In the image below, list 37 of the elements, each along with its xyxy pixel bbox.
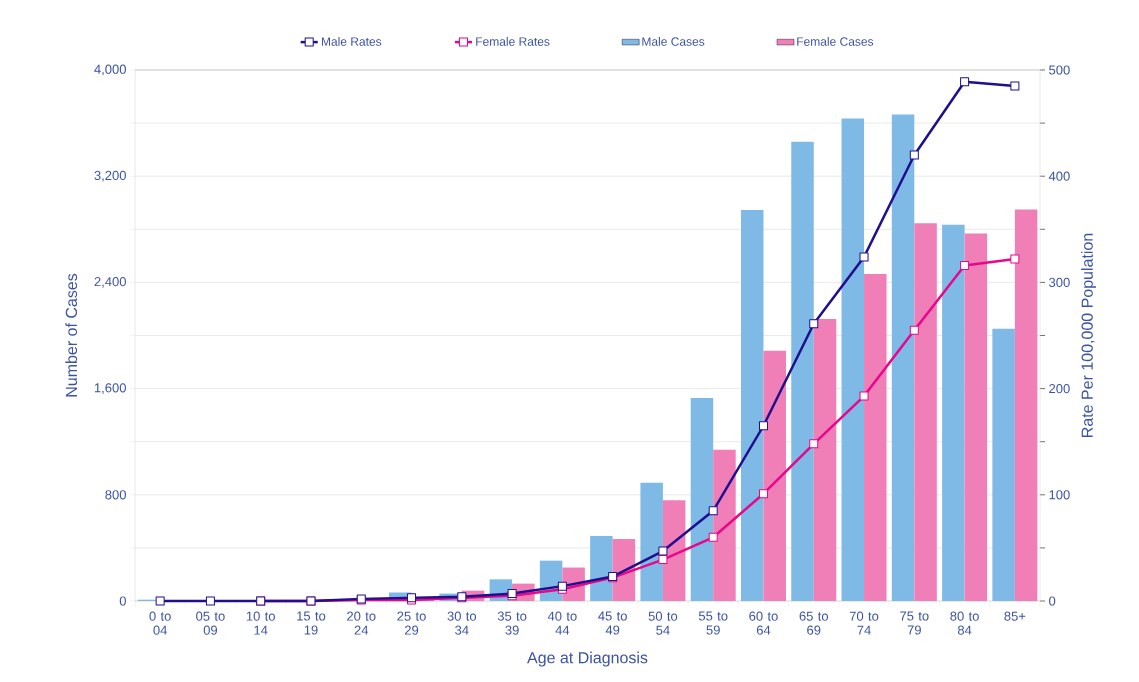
x-tick-label: 20 to 24	[347, 611, 376, 635]
x-tick-label: 45 to 49	[598, 611, 627, 635]
x-tick-label: 75 to 79	[900, 611, 929, 635]
legend-label: Male Rates	[321, 37, 382, 46]
x-tick-label: 70 to 74	[849, 611, 879, 635]
y-axis-title: Number of Cases	[65, 273, 78, 397]
y-tick-label: 0	[119, 596, 126, 606]
x-tick-label: 50 to 54	[648, 611, 678, 635]
y-tick-label: 4,000	[94, 64, 126, 76]
x-tick-label: 60 to 64	[749, 611, 778, 635]
x-axis-title: Age at Diagnosis	[527, 651, 648, 667]
y2-tick-label: 0	[1049, 596, 1056, 606]
x-tick-label: 25 to 29	[397, 611, 426, 635]
x-tick-label: 55 to 59	[698, 611, 728, 635]
x-tick-label: 35 to 39	[497, 611, 527, 635]
legend-label: Male Cases	[642, 37, 705, 46]
x-tick-label: 05 to 09	[196, 611, 225, 635]
y2-tick-label: 100	[1049, 490, 1070, 500]
x-tick-label: 80 to 84	[950, 611, 979, 635]
y-tick-label: 2,400	[94, 277, 126, 288]
y-tick-label: 3,200	[94, 170, 126, 182]
legend-label: Female Rates	[476, 37, 550, 46]
y-tick-label: 800	[105, 490, 126, 500]
legend-label: Female Cases	[797, 37, 874, 46]
x-tick-label: 10 to 14	[246, 611, 275, 635]
y2-tick-label: 300	[1049, 277, 1070, 287]
x-tick-label: 15 to 19	[297, 611, 326, 635]
y2-tick-label: 200	[1049, 383, 1070, 394]
y2-axis-title: Rate Per 100,000 Population	[1081, 233, 1097, 437]
y2-tick-label: 500	[1049, 65, 1070, 75]
x-tick-label: 65 to 69	[799, 611, 829, 635]
x-tick-label: 40 to 44	[547, 611, 577, 635]
x-tick-label: 0 to 04	[149, 611, 171, 635]
y2-tick-label: 400	[1048, 171, 1070, 181]
x-tick-label: 85+	[1004, 611, 1026, 621]
x-tick-label: 30 to 34	[447, 611, 477, 635]
y-tick-label: 1,600	[94, 383, 126, 394]
